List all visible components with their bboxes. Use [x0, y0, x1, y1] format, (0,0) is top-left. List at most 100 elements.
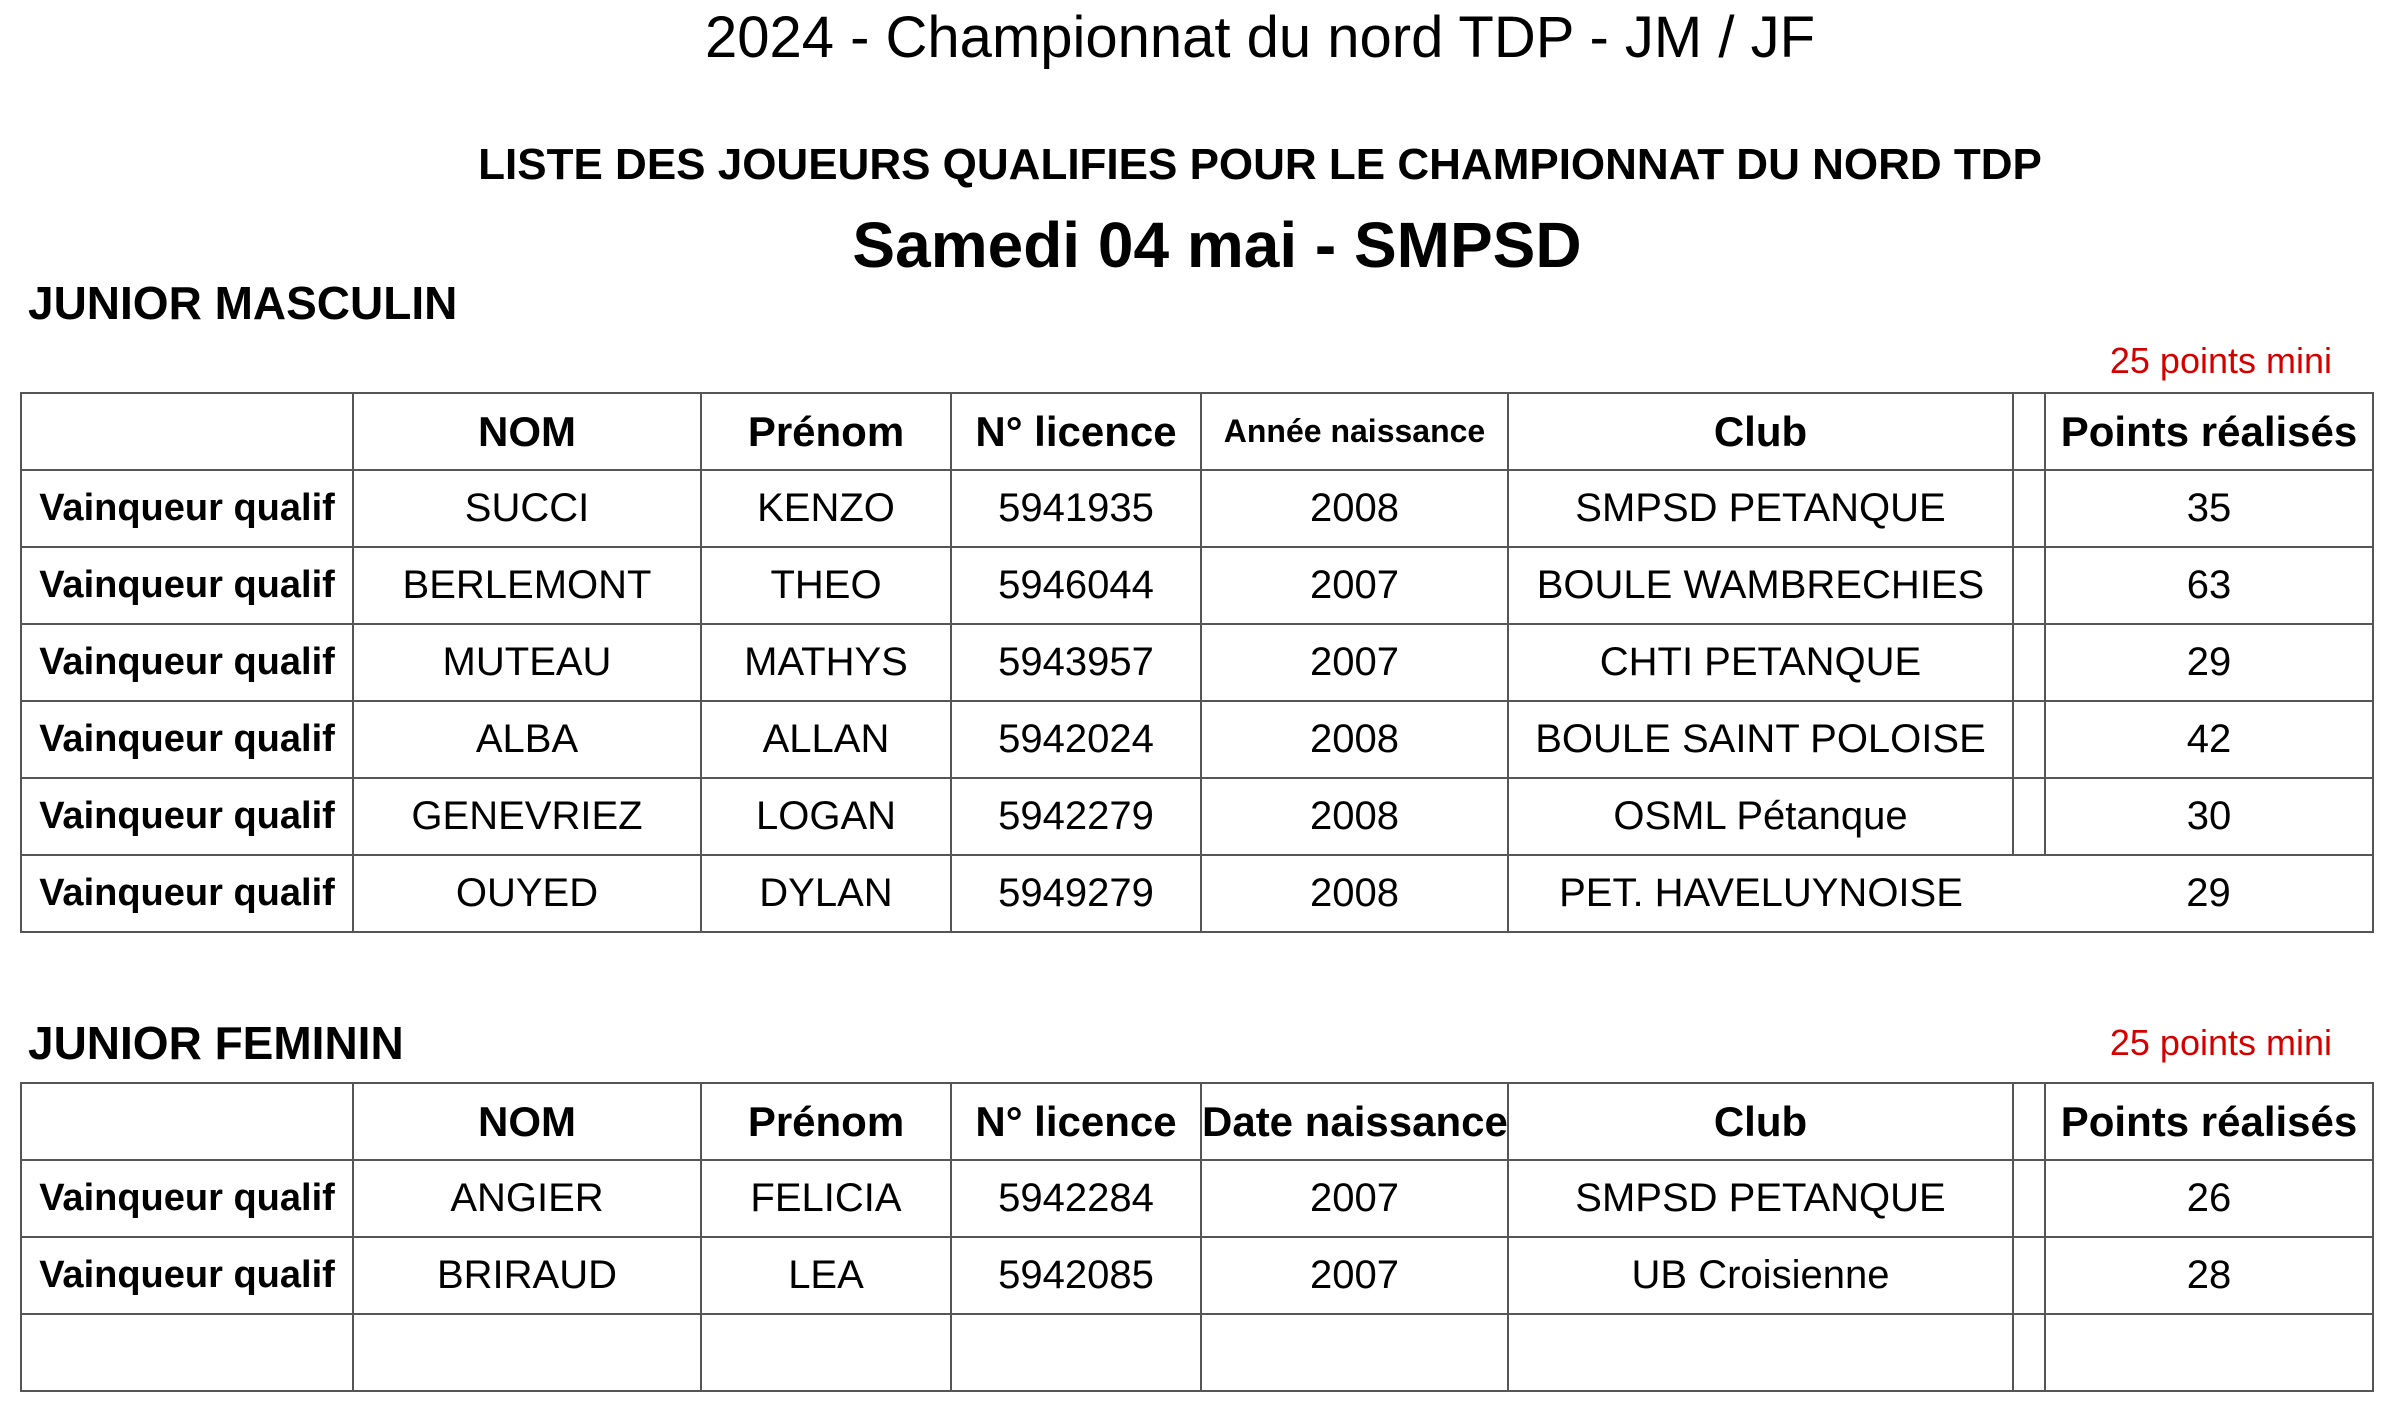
- cell-points: 26: [2044, 1159, 2374, 1238]
- cell-prenom: [700, 1313, 952, 1392]
- cell-licence: 5949279: [950, 854, 1202, 933]
- cell-club: CHTI PETANQUE: [1507, 623, 2014, 702]
- column-header-nom: NOM: [352, 392, 702, 471]
- gap-cell: [2013, 854, 2045, 933]
- event-date-title: Samedi 04 mai - SMPSD: [852, 209, 1582, 281]
- cell-licence: 5942284: [950, 1159, 1202, 1238]
- cell-points: [2044, 1313, 2374, 1392]
- cell-club: OSML Pétanque: [1507, 777, 2014, 856]
- cell-club: BOULE SAINT POLOISE: [1507, 700, 2014, 779]
- cell-points: 42: [2044, 700, 2374, 779]
- table-row: Vainqueur qualif BRIRAUD LEA 5942085 2007 UB …: [20, 1236, 2374, 1315]
- min-points-note-masculin: 25 points mini: [2109, 340, 2332, 381]
- gap-cell: [2012, 469, 2046, 548]
- column-header-naissance: Date naissance: [1200, 1082, 1509, 1161]
- column-header-prenom: Prénom: [700, 1082, 952, 1161]
- column-header-club: Club: [1507, 1082, 2014, 1161]
- table-row: [20, 1313, 2374, 1392]
- cell-label: Vainqueur qualif: [20, 777, 354, 856]
- cell-licence: [950, 1313, 1202, 1392]
- column-header-points: Points réalisés: [2044, 1082, 2374, 1161]
- cell-naissance: 2007: [1200, 546, 1509, 625]
- document-title: 2024 - Championnat du nord TDP - JM / JF: [704, 5, 1816, 70]
- gap-cell: [2012, 700, 2046, 779]
- cell-club: SMPSD PETANQUE: [1507, 469, 2014, 548]
- header-empty-cell: [20, 392, 354, 471]
- cell-licence: 5942024: [950, 700, 1202, 779]
- header-empty-cell: [20, 1082, 354, 1161]
- cell-licence: 5942085: [950, 1236, 1202, 1315]
- cell-prenom: THEO: [700, 546, 952, 625]
- cell-label: Vainqueur qualif: [20, 700, 354, 779]
- cell-naissance: 2008: [1200, 777, 1509, 856]
- cell-licence: 5943957: [950, 623, 1202, 702]
- cell-nom: ANGIER: [352, 1159, 702, 1238]
- cell-naissance: 2007: [1200, 623, 1509, 702]
- table-row: Vainqueur qualif ALBA ALLAN 5942024 2008 BOUL…: [20, 700, 2374, 779]
- min-points-note-feminin: 25 points mini: [2109, 1022, 2332, 1063]
- table-row: Vainqueur qualif GENEVRIEZ LOGAN 5942279 200…: [20, 777, 2374, 856]
- cell-club: [1507, 1313, 2014, 1392]
- cell-prenom: ALLAN: [700, 700, 952, 779]
- gap-cell: [2012, 777, 2046, 856]
- column-header-licence: N° licence: [950, 1082, 1202, 1161]
- cell-licence: 5942279: [950, 777, 1202, 856]
- cell-prenom: DYLAN: [700, 854, 952, 933]
- cell-prenom: MATHYS: [700, 623, 952, 702]
- table-row: Vainqueur qualif OUYED DYLAN 5949279 2008 PET…: [20, 854, 2374, 933]
- gap-cell: [2012, 1236, 2046, 1315]
- cell-naissance: 2008: [1200, 469, 1509, 548]
- cell-naissance: 2007: [1200, 1159, 1509, 1238]
- table-row: Vainqueur qualif BERLEMONT THEO 5946044 2007…: [20, 546, 2374, 625]
- table-row: Vainqueur qualif MUTEAU MATHYS 5943957 2007 C…: [20, 623, 2374, 702]
- list-title: LISTE DES JOUEURS QUALIFIES POUR LE CHAM…: [478, 140, 2042, 189]
- cell-club: UB Croisienne: [1507, 1236, 2014, 1315]
- cell-label: Vainqueur qualif: [20, 623, 354, 702]
- column-header-points: Points réalisés: [2044, 392, 2374, 471]
- cell-licence: 5946044: [950, 546, 1202, 625]
- cell-nom: GENEVRIEZ: [352, 777, 702, 856]
- header-gap-cell: [2012, 392, 2046, 471]
- cell-label: Vainqueur qualif: [20, 1236, 354, 1315]
- cell-nom: SUCCI: [352, 469, 702, 548]
- cell-label: Vainqueur qualif: [20, 546, 354, 625]
- cell-nom: OUYED: [352, 854, 702, 933]
- cell-nom: BERLEMONT: [352, 546, 702, 625]
- table-header-row: NOM Prénom N° licence Année naissance Club Po…: [20, 392, 2374, 471]
- section-title-junior-feminin: JUNIOR FEMININ: [28, 1017, 404, 1069]
- cell-naissance: 2008: [1200, 854, 1509, 933]
- cell-nom: BRIRAUD: [352, 1236, 702, 1315]
- gap-cell: [2012, 1159, 2046, 1238]
- cell-points: 29: [2045, 854, 2374, 933]
- column-header-nom: NOM: [352, 1082, 702, 1161]
- table-header-row: NOM Prénom N° licence Date naissance Club Poi…: [20, 1082, 2374, 1161]
- cell-points: 30: [2044, 777, 2374, 856]
- cell-prenom: KENZO: [700, 469, 952, 548]
- cell-label: [20, 1313, 354, 1392]
- junior-masculin-table: NOM Prénom N° licence Année naissance Club Po…: [20, 392, 2374, 933]
- table-row: Vainqueur qualif ANGIER FELICIA 5942284 2007…: [20, 1159, 2374, 1238]
- column-header-licence: N° licence: [950, 392, 1202, 471]
- cell-points: 29: [2044, 623, 2374, 702]
- gap-cell: [2012, 1313, 2046, 1392]
- cell-nom: MUTEAU: [352, 623, 702, 702]
- cell-label: Vainqueur qualif: [20, 469, 354, 548]
- cell-label: Vainqueur qualif: [20, 854, 354, 933]
- cell-prenom: FELICIA: [700, 1159, 952, 1238]
- cell-label: Vainqueur qualif: [20, 1159, 354, 1238]
- cell-prenom: LOGAN: [700, 777, 952, 856]
- cell-licence: 5941935: [950, 469, 1202, 548]
- column-header-naissance: Année naissance: [1200, 392, 1509, 471]
- cell-nom: ALBA: [352, 700, 702, 779]
- cell-prenom: LEA: [700, 1236, 952, 1315]
- cell-points: 35: [2044, 469, 2374, 548]
- junior-feminin-table: NOM Prénom N° licence Date naissance Club Poi…: [20, 1082, 2374, 1392]
- cell-club: PET. HAVELUYNOISE: [1507, 854, 2013, 933]
- column-header-club: Club: [1507, 392, 2014, 471]
- gap-cell: [2012, 623, 2046, 702]
- cell-club: SMPSD PETANQUE: [1507, 1159, 2014, 1238]
- section-title-junior-masculin: JUNIOR MASCULIN: [28, 277, 458, 329]
- cell-club: BOULE WAMBRECHIES: [1507, 546, 2014, 625]
- cell-naissance: 2008: [1200, 700, 1509, 779]
- cell-points: 63: [2044, 546, 2374, 625]
